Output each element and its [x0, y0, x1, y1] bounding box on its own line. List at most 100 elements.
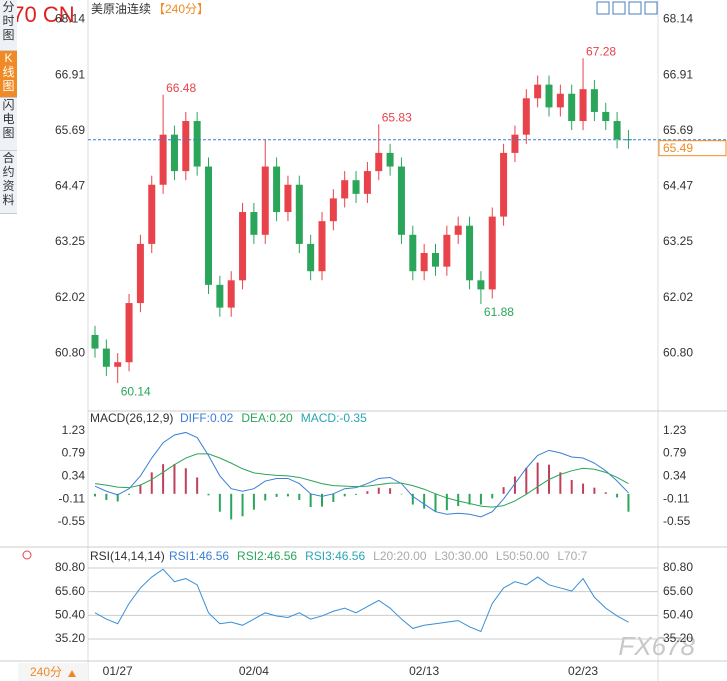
- candle-body: [341, 180, 349, 199]
- readout: RSI2:46.56: [237, 549, 297, 563]
- y-tick-label-right: 64.47: [663, 178, 693, 192]
- candle-body: [613, 121, 621, 140]
- macd-line: [94, 431, 629, 518]
- x-tick-label: 01/27: [103, 664, 133, 678]
- candle-body: [409, 234, 417, 272]
- y-tick-label-right: 80.80: [663, 560, 693, 574]
- y-tick-label-left: 66.91: [55, 67, 85, 81]
- tab-active[interactable]: K线图: [0, 51, 17, 98]
- settings-icon[interactable]: [22, 550, 32, 560]
- y-tick-label-left: 64.47: [55, 178, 85, 192]
- readout: RSI3:46.56: [305, 549, 365, 563]
- candle-body: [454, 225, 462, 235]
- y-tick-label-left: 60.80: [55, 345, 85, 359]
- y-tick-label-right: 65.60: [663, 584, 693, 598]
- tool-button[interactable]: [644, 1, 658, 15]
- x-tick-label: 02/13: [409, 664, 439, 678]
- y-tick-label-right: 60.80: [663, 345, 693, 359]
- tab[interactable]: 合约资料: [0, 151, 17, 214]
- candle-body: [250, 212, 258, 235]
- y-tick-label-right: 50.40: [663, 607, 693, 621]
- candle-body: [420, 253, 428, 272]
- readout: MACD:-0.35: [301, 411, 367, 425]
- macd-line: [94, 453, 629, 508]
- last-price-box: [658, 140, 727, 157]
- y-tick-label-left: 1.23: [62, 423, 86, 437]
- candle-body: [148, 184, 156, 244]
- min-label: 60.14: [121, 384, 151, 398]
- candle-body: [227, 280, 235, 308]
- candle-body: [545, 84, 553, 108]
- candle-body: [500, 152, 508, 217]
- candle-body: [102, 348, 110, 367]
- x-tick-label: 02/04: [239, 664, 269, 678]
- tool-button[interactable]: [612, 1, 626, 15]
- readout: L30:30.00: [435, 549, 489, 563]
- readout: L20:20.00: [373, 549, 427, 563]
- candle-body: [239, 212, 247, 281]
- candle-body: [568, 93, 576, 122]
- candle-body: [193, 121, 201, 167]
- readout: L50:50.00: [496, 549, 550, 563]
- readout: RSI1:46.56: [169, 549, 229, 563]
- candle-body: [352, 180, 360, 194]
- readout: DEA:0.20: [241, 411, 293, 425]
- y-tick-label-left: 65.69: [55, 123, 85, 137]
- chart-title: 美原油连续: [91, 1, 151, 16]
- y-tick-label-left: 63.25: [55, 234, 85, 248]
- y-tick-label-left: 50.40: [55, 607, 85, 621]
- tool-button[interactable]: [628, 1, 642, 15]
- candle-body: [318, 221, 326, 272]
- y-tick-label-right: 1.23: [663, 423, 687, 437]
- y-tick-label-right: 66.91: [663, 67, 693, 81]
- min-label: 61.88: [484, 305, 514, 319]
- candle-body: [307, 243, 315, 272]
- candle-body: [522, 98, 530, 135]
- candle-body: [397, 166, 405, 235]
- y-tick-label-right: 0.79: [663, 446, 687, 460]
- y-tick-label-right: -0.55: [663, 514, 691, 528]
- max-label: 65.83: [382, 110, 412, 124]
- candle-body: [216, 284, 224, 308]
- candle-body: [114, 362, 122, 367]
- candle-body: [534, 84, 542, 99]
- y-tick-label-left: 0.79: [62, 446, 86, 460]
- candle-body: [386, 152, 394, 167]
- y-tick-label-left: 35.20: [55, 631, 85, 645]
- candle-body: [432, 253, 439, 267]
- candle-body: [182, 121, 190, 172]
- candle-body: [579, 89, 587, 122]
- y-tick-label-right: 0.34: [663, 469, 687, 483]
- period-label[interactable]: 240分: [30, 665, 62, 679]
- macd-title: MACD(26,12,9): [90, 411, 173, 425]
- candle-body: [363, 171, 371, 194]
- y-tick-label-right: 35.20: [663, 631, 693, 645]
- tab[interactable]: 闪电图: [0, 98, 17, 151]
- readout: L70:7: [557, 549, 587, 563]
- max-label: 67.28: [586, 44, 616, 58]
- y-tick-label-right: 65.69: [663, 123, 693, 137]
- candle-body: [295, 184, 303, 244]
- y-tick-label-left: -0.11: [59, 492, 86, 506]
- candle-body: [375, 152, 383, 172]
- candle-body: [261, 166, 269, 235]
- tab[interactable]: 分时图: [0, 0, 17, 51]
- toolbar: [596, 1, 658, 15]
- rsi-title: RSI(14,14,14): [90, 549, 165, 563]
- x-tick-label: 02/23: [568, 664, 598, 678]
- candle-body: [443, 234, 451, 267]
- chart-subtitle: 【240分】: [153, 2, 209, 16]
- y-tick-label-left: -0.55: [58, 514, 86, 528]
- candle-body: [91, 334, 99, 349]
- max-label: 66.48: [166, 81, 196, 95]
- y-tick-label-left: 0.34: [62, 469, 86, 483]
- tool-button[interactable]: [596, 1, 610, 15]
- candle-body: [477, 280, 485, 290]
- y-tick-label-left: 62.02: [55, 290, 85, 304]
- candle-body: [205, 166, 212, 285]
- candle-body: [602, 111, 610, 122]
- y-tick-label-right: 62.02: [663, 290, 693, 304]
